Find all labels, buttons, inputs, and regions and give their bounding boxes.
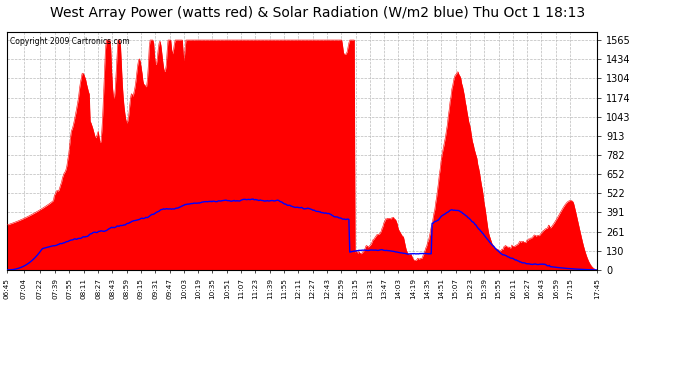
Text: Copyright 2009 Cartronics.com: Copyright 2009 Cartronics.com [10,37,130,46]
Text: West Array Power (watts red) & Solar Radiation (W/m2 blue) Thu Oct 1 18:13: West Array Power (watts red) & Solar Rad… [50,6,585,20]
